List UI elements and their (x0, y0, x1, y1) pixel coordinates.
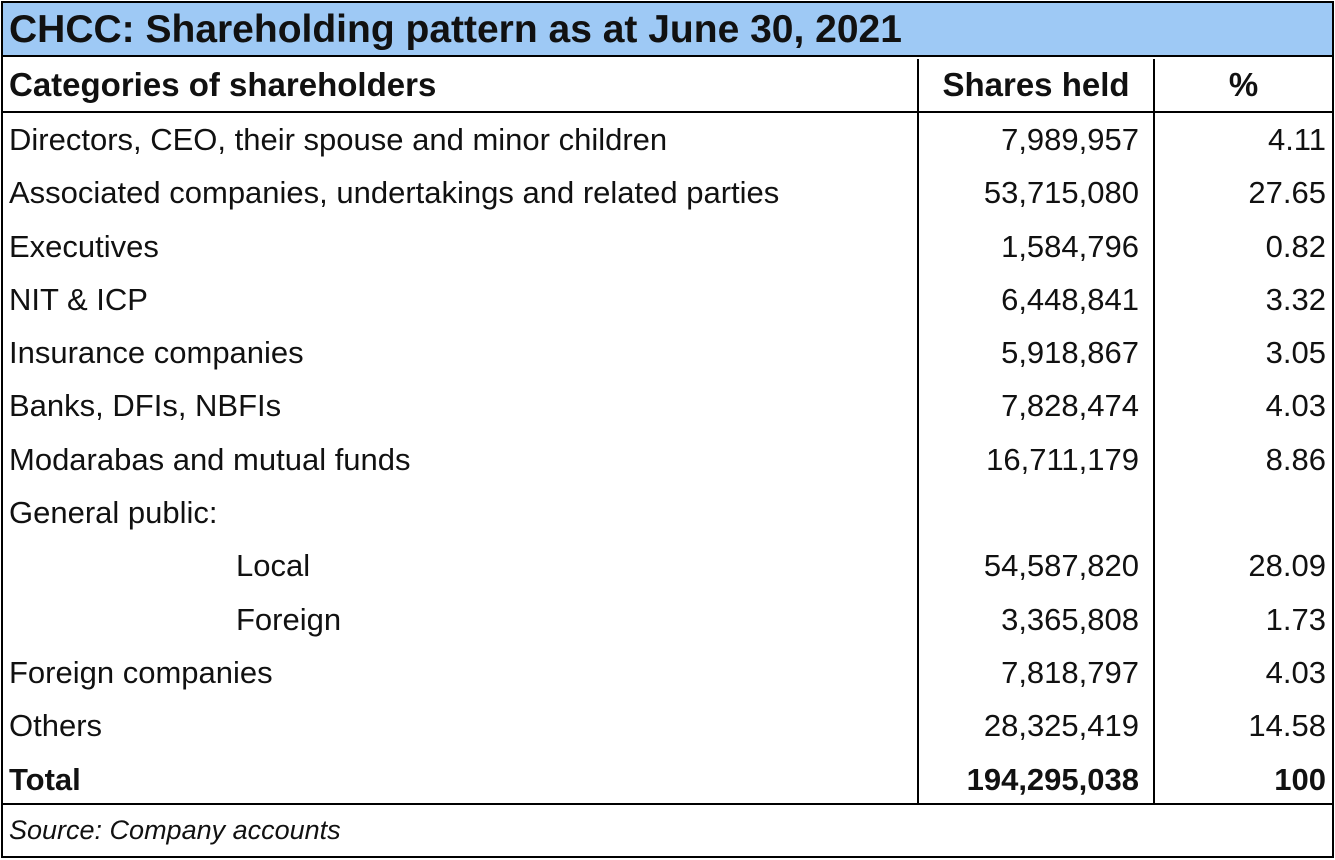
percent-cell: 1.73 (1265, 601, 1326, 637)
percent-cell (1155, 486, 1332, 539)
header-categories: Categories of shareholders (9, 66, 437, 103)
header-shares-held: Shares held (942, 66, 1130, 103)
percent-cell: 27.65 (1248, 175, 1326, 211)
category-cell: Insurance companies (9, 335, 304, 371)
source-note: Source: Company accounts (9, 815, 341, 845)
table-row: Directors, CEO, their spouse and minor c… (3, 113, 1332, 166)
table-row: Executives 1,584,796 0.82 (3, 220, 1332, 273)
shares-held-cell: 54,587,820 (983, 548, 1139, 584)
percent-cell: 3.05 (1265, 335, 1326, 371)
shares-held-cell: 194,295,038 (966, 761, 1139, 797)
header-row: Categories of shareholders Shares held % (3, 59, 1332, 113)
shares-held-cell: 28,325,419 (983, 708, 1139, 744)
percent-cell: 3.32 (1265, 281, 1326, 317)
table-row: Foreign companies 7,818,797 4.03 (3, 646, 1332, 699)
percent-cell: 4.03 (1265, 654, 1326, 690)
category-cell: NIT & ICP (9, 281, 148, 317)
shares-held-cell: 1,584,796 (1001, 228, 1139, 264)
category-cell: Directors, CEO, their spouse and minor c… (9, 122, 668, 157)
table-row: General public: (3, 486, 1332, 539)
table-row: Local 54,587,820 28.09 (3, 539, 1332, 592)
table-row: Foreign 3,365,808 1.73 (3, 593, 1332, 646)
percent-cell: 4.03 (1265, 388, 1326, 424)
percent-cell: 100 (1274, 761, 1326, 797)
table-row: Modarabas and mutual funds 16,711,179 8.86 (3, 433, 1332, 486)
category-cell: Associated companies, undertakings and r… (9, 175, 780, 211)
category-cell: Foreign companies (9, 654, 273, 690)
shares-held-cell: 3,365,808 (1001, 601, 1139, 637)
header-percent: % (1228, 66, 1259, 103)
category-cell: Total (9, 761, 81, 797)
shares-held-cell: 5,918,867 (1001, 335, 1139, 371)
table-row: Banks, DFIs, NBFIs 7,828,474 4.03 (3, 379, 1332, 432)
table-bottom-rule (3, 803, 1332, 805)
category-cell: Banks, DFIs, NBFIs (9, 388, 282, 424)
table-row: Insurance companies 5,918,867 3.05 (3, 326, 1332, 379)
shares-held-cell: 16,711,179 (986, 441, 1139, 477)
total-row: Total 194,295,038 100 (3, 753, 1332, 806)
shares-held-cell: 7,989,957 (1001, 122, 1139, 157)
table-title: CHCC: Shareholding pattern as at June 30… (3, 3, 1332, 57)
category-cell: Modarabas and mutual funds (9, 441, 411, 477)
column-divider-2 (1153, 59, 1155, 805)
table-body: Directors, CEO, their spouse and minor c… (3, 113, 1332, 806)
column-divider-1 (917, 59, 919, 805)
shares-held-cell (919, 486, 1153, 539)
category-cell: Local (236, 548, 311, 584)
shares-held-cell: 6,448,841 (1001, 281, 1139, 317)
percent-cell: 4.11 (1267, 122, 1326, 157)
category-cell: Executives (9, 228, 159, 264)
percent-cell: 14.58 (1248, 708, 1326, 744)
percent-cell: 28.09 (1248, 548, 1326, 584)
shares-held-cell: 7,818,797 (1001, 654, 1139, 690)
shares-held-cell: 53,715,080 (983, 175, 1139, 211)
percent-cell: 0.82 (1265, 228, 1326, 264)
percent-cell: 8.86 (1265, 441, 1326, 477)
shares-held-cell: 7,828,474 (1001, 388, 1139, 424)
category-cell: Others (9, 708, 103, 744)
table-row: Associated companies, undertakings and r… (3, 166, 1332, 219)
category-cell: General public: (9, 495, 218, 531)
table-row: Others 28,325,419 14.58 (3, 699, 1332, 752)
category-cell: Foreign (236, 601, 342, 637)
table-row: NIT & ICP 6,448,841 3.32 (3, 273, 1332, 326)
